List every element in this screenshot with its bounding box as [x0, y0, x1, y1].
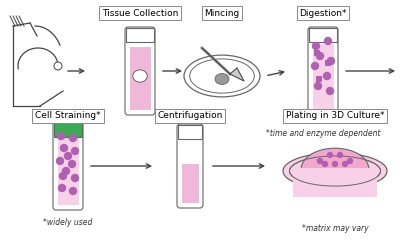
Bar	[312, 44, 334, 110]
Circle shape	[332, 162, 338, 167]
Circle shape	[322, 162, 328, 167]
Circle shape	[314, 82, 322, 90]
Bar	[316, 76, 322, 82]
Circle shape	[58, 184, 66, 191]
FancyBboxPatch shape	[308, 27, 338, 115]
Bar	[130, 47, 150, 110]
Text: *matrix may vary: *matrix may vary	[302, 224, 368, 233]
Circle shape	[72, 148, 78, 154]
Circle shape	[62, 168, 70, 174]
Ellipse shape	[190, 59, 254, 93]
Ellipse shape	[283, 153, 387, 189]
Circle shape	[312, 62, 318, 70]
Circle shape	[328, 58, 334, 64]
Bar	[126, 28, 154, 42]
Text: Mincing: Mincing	[204, 9, 240, 17]
Circle shape	[324, 37, 332, 45]
Circle shape	[316, 52, 324, 60]
Ellipse shape	[133, 70, 147, 82]
Circle shape	[342, 162, 348, 167]
Circle shape	[326, 88, 334, 94]
Bar	[54, 123, 82, 137]
Ellipse shape	[301, 148, 369, 190]
Bar	[293, 169, 376, 197]
Circle shape	[348, 158, 352, 164]
Text: Plating in 3D Culture*: Plating in 3D Culture*	[286, 111, 384, 121]
Circle shape	[324, 73, 330, 79]
Ellipse shape	[215, 74, 229, 84]
Ellipse shape	[290, 156, 380, 186]
Circle shape	[328, 153, 332, 157]
FancyBboxPatch shape	[53, 122, 83, 210]
Text: Tissue Collection: Tissue Collection	[102, 9, 178, 17]
Bar	[314, 50, 320, 56]
Text: Centrifugation: Centrifugation	[157, 111, 223, 121]
Text: *widely used: *widely used	[43, 218, 93, 227]
Circle shape	[72, 174, 78, 182]
Circle shape	[54, 62, 62, 70]
Text: Cell Straining*: Cell Straining*	[35, 111, 101, 121]
Circle shape	[60, 144, 68, 152]
Circle shape	[64, 153, 72, 159]
Circle shape	[70, 135, 76, 141]
Circle shape	[58, 133, 64, 139]
Ellipse shape	[184, 55, 260, 97]
FancyBboxPatch shape	[177, 124, 203, 208]
Text: Digestion*: Digestion*	[299, 9, 347, 17]
Circle shape	[56, 157, 64, 165]
Circle shape	[318, 158, 322, 164]
Text: *time and enzyme dependent: *time and enzyme dependent	[266, 129, 380, 138]
Circle shape	[68, 160, 76, 168]
FancyBboxPatch shape	[125, 27, 155, 115]
Bar	[58, 137, 78, 205]
Circle shape	[70, 187, 76, 195]
Circle shape	[60, 172, 66, 180]
Circle shape	[312, 43, 320, 49]
Bar	[182, 164, 198, 203]
Bar	[178, 125, 202, 139]
Polygon shape	[230, 68, 244, 81]
Circle shape	[338, 153, 342, 157]
Bar	[309, 28, 337, 42]
Bar	[325, 60, 331, 66]
